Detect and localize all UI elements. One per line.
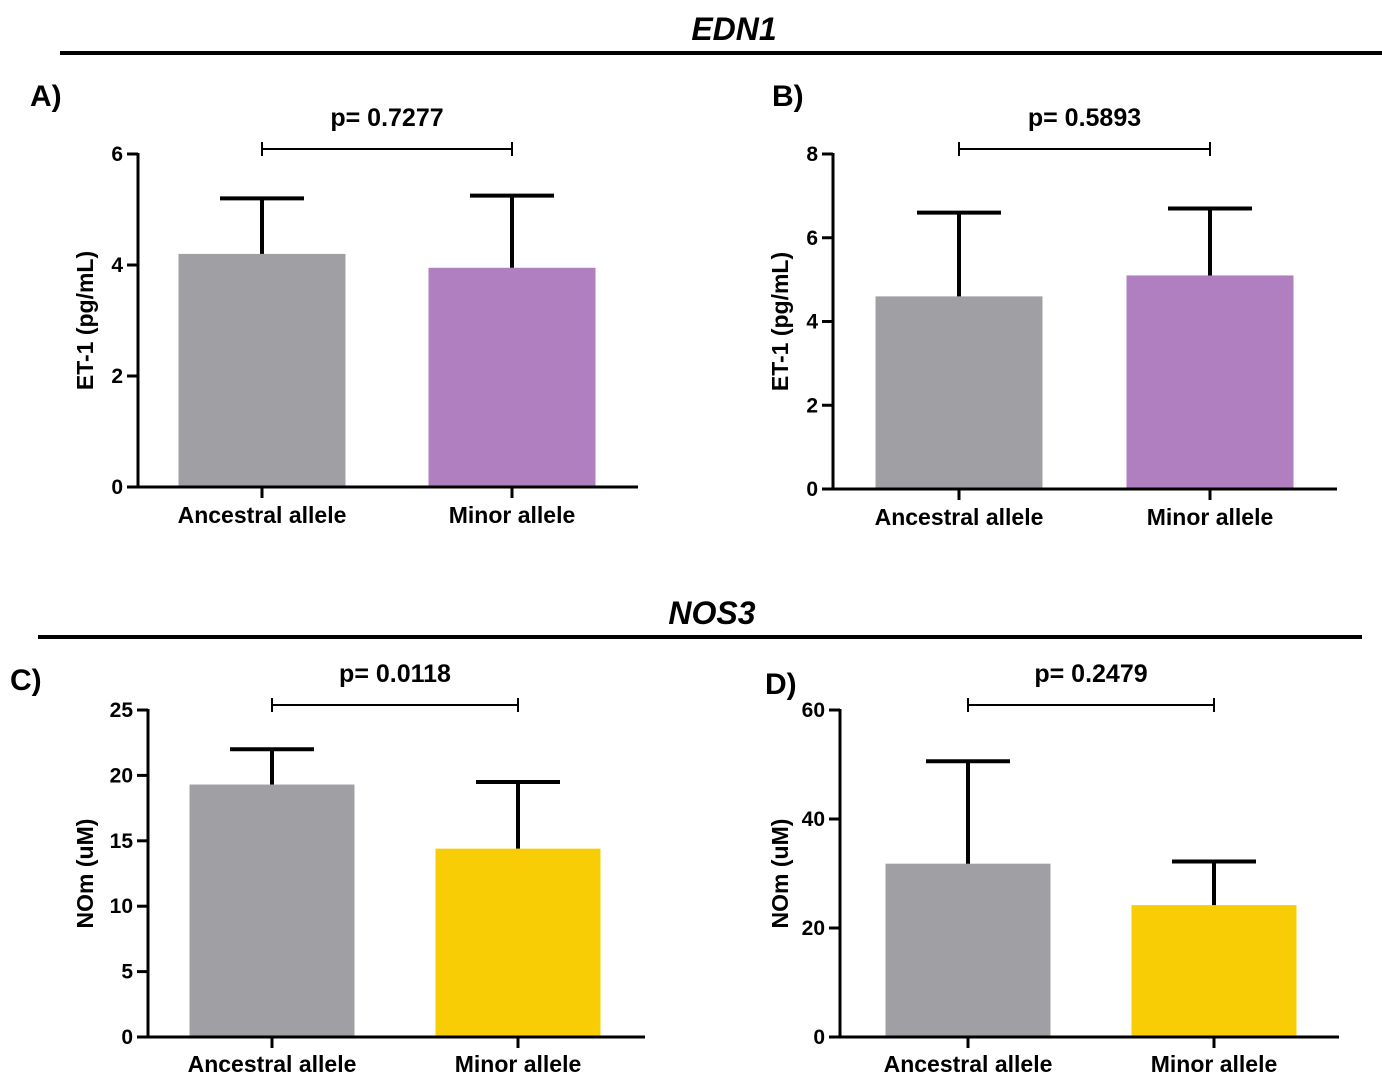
panels-group: A) 0 2 4 6 Ancestral allele Minor allele ET-1 (… — [10, 80, 1339, 1076]
panel-label: A) — [30, 80, 62, 113]
bar-ancestral — [178, 253, 346, 487]
x-tick-label: Minor allele — [449, 502, 576, 528]
bar-ancestral — [885, 863, 1051, 1037]
y-axis-title: ET-1 (pg/mL) — [767, 252, 793, 391]
chart-panel-3: C) 0 5 10 15 20 25 Ancestral allele Minor allele… — [10, 660, 645, 1076]
y-tick-label: 10 — [110, 895, 133, 918]
y-axis-title: ET-1 (pg/mL) — [72, 251, 98, 390]
x-tick-label: Ancestral allele — [178, 502, 347, 528]
y-tick-label: 4 — [111, 254, 123, 277]
y-tick-label: 20 — [802, 917, 825, 940]
y-tick-label: 20 — [110, 764, 133, 787]
bar-ancestral — [875, 296, 1043, 489]
bar-minor — [1126, 275, 1294, 489]
x-tick-label: Ancestral allele — [875, 504, 1044, 530]
chart-panel-4: D) 0 20 40 60 Ancestral allele Minor allele NOm… — [765, 660, 1339, 1076]
chart-panel-1: A) 0 2 4 6 Ancestral allele Minor allele ET-1 (… — [30, 80, 638, 528]
y-tick-label: 0 — [806, 478, 818, 501]
y-tick-label: 8 — [806, 143, 818, 166]
x-tick-label: Ancestral allele — [188, 1051, 357, 1076]
x-tick-label: Minor allele — [455, 1051, 582, 1076]
y-tick-label: 5 — [121, 961, 133, 984]
p-value-label: p= 0.5893 — [1028, 104, 1141, 132]
bar-minor — [1131, 905, 1297, 1037]
y-tick-label: 2 — [806, 394, 818, 417]
x-tick-label: Minor allele — [1151, 1051, 1278, 1076]
bar-minor — [435, 848, 601, 1037]
p-value-label: p= 0.7277 — [330, 104, 443, 132]
y-tick-label: 2 — [111, 365, 123, 388]
p-value-label: p= 0.2479 — [1034, 660, 1147, 688]
y-tick-label: 25 — [110, 699, 134, 722]
chart-panel-2: B) 0 2 4 6 8 Ancestral allele Minor allele ET-1 … — [767, 80, 1337, 530]
y-tick-label: 0 — [121, 1026, 133, 1049]
bar-ancestral — [189, 784, 355, 1037]
y-axis-title: NOm (uM) — [767, 819, 793, 929]
y-tick-label: 15 — [110, 830, 134, 853]
bar-minor — [428, 267, 596, 487]
y-tick-label: 0 — [111, 476, 123, 499]
panel-label: B) — [772, 80, 804, 113]
y-tick-label: 60 — [802, 699, 825, 722]
y-axis-title: NOm (uM) — [72, 819, 98, 929]
y-tick-label: 0 — [813, 1026, 825, 1049]
y-tick-label: 4 — [806, 311, 818, 334]
y-tick-label: 6 — [806, 227, 818, 250]
section-title-edn1: EDN1 — [691, 11, 776, 47]
section-title-nos3: NOS3 — [668, 595, 755, 631]
x-tick-label: Ancestral allele — [884, 1051, 1053, 1076]
y-tick-label: 40 — [802, 808, 825, 831]
y-tick-label: 6 — [111, 143, 123, 166]
panel-label: C) — [10, 664, 42, 697]
x-tick-label: Minor allele — [1147, 504, 1274, 530]
panel-label: D) — [765, 668, 797, 701]
p-value-label: p= 0.0118 — [339, 660, 451, 688]
